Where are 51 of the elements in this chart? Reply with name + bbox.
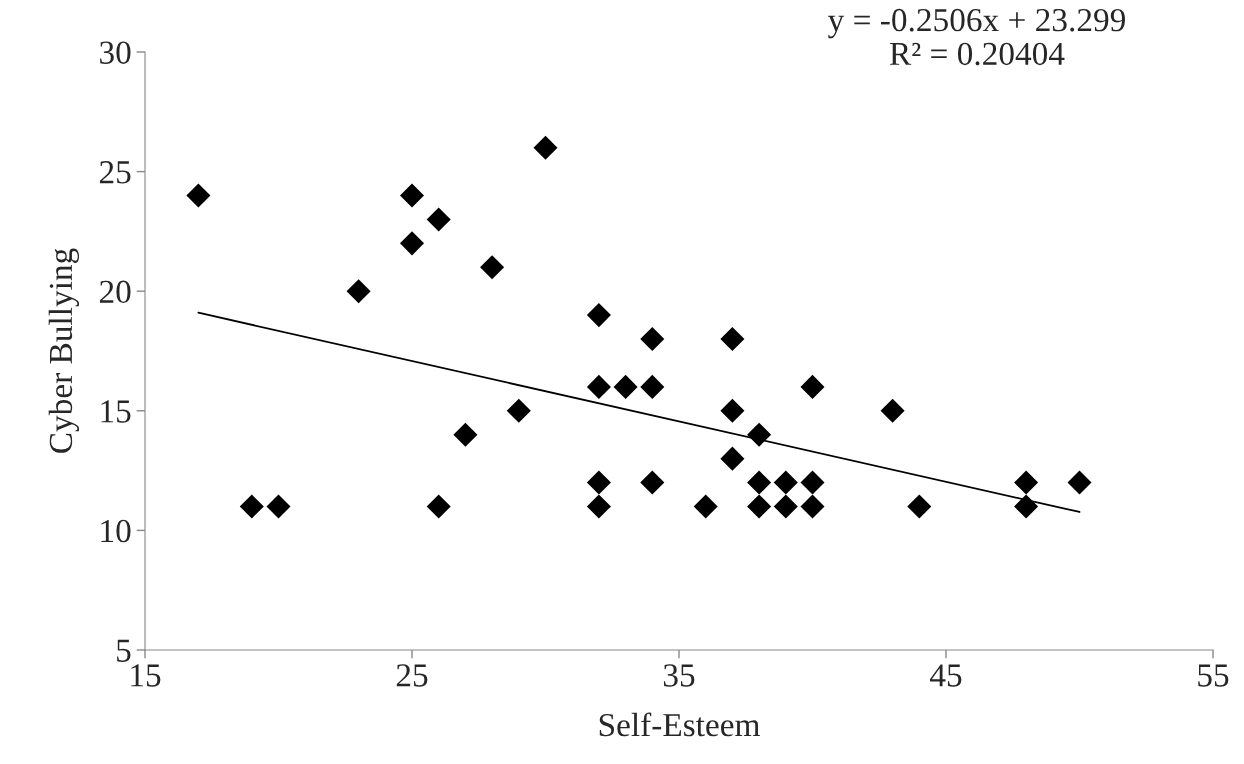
point [266,494,291,519]
point [480,255,505,280]
y-tick-label: 5 [117,639,131,662]
point [346,279,371,304]
point [880,398,905,423]
point [586,494,611,519]
point [720,398,745,423]
point [720,327,745,352]
point [640,327,665,352]
y-tick-label: 25 [99,161,131,184]
point [800,470,825,495]
point [773,470,798,495]
x-tick-label: 15 [131,664,161,687]
point [800,494,825,519]
x-axis-title: Self-Esteem [599,712,760,737]
point [506,398,531,423]
point [186,183,211,208]
point [1014,494,1039,519]
y-tick-label: 10 [101,519,131,543]
point [1014,470,1039,495]
x-tick-label: 25 [396,664,428,687]
point [586,470,611,495]
y-tick-label: 30 [100,41,131,64]
y-tick-label: 20 [99,280,131,304]
point [533,135,558,160]
y-tick-label: 15 [101,400,131,423]
point [426,207,451,232]
annotation: y = -0.2506x + 23.299 R² = 0.20404 [828,8,1125,66]
point [586,303,611,328]
point [800,374,825,399]
point [720,446,745,471]
point [747,470,772,495]
point [640,374,665,399]
y-axis-title: Cyber Bullying [48,248,80,453]
point [613,374,638,399]
point [640,470,665,495]
x-tick-label: 35 [663,664,695,687]
point [773,494,798,519]
point [747,494,772,519]
point [1067,470,1092,495]
point [399,231,425,256]
point [426,494,451,519]
point [239,494,264,519]
point [586,374,611,399]
x-tick-label: 45 [929,664,962,687]
point [747,422,772,447]
point [907,494,932,519]
point [693,494,718,519]
point [453,422,478,447]
x-tick-label: 55 [1198,664,1229,687]
point [399,183,425,208]
